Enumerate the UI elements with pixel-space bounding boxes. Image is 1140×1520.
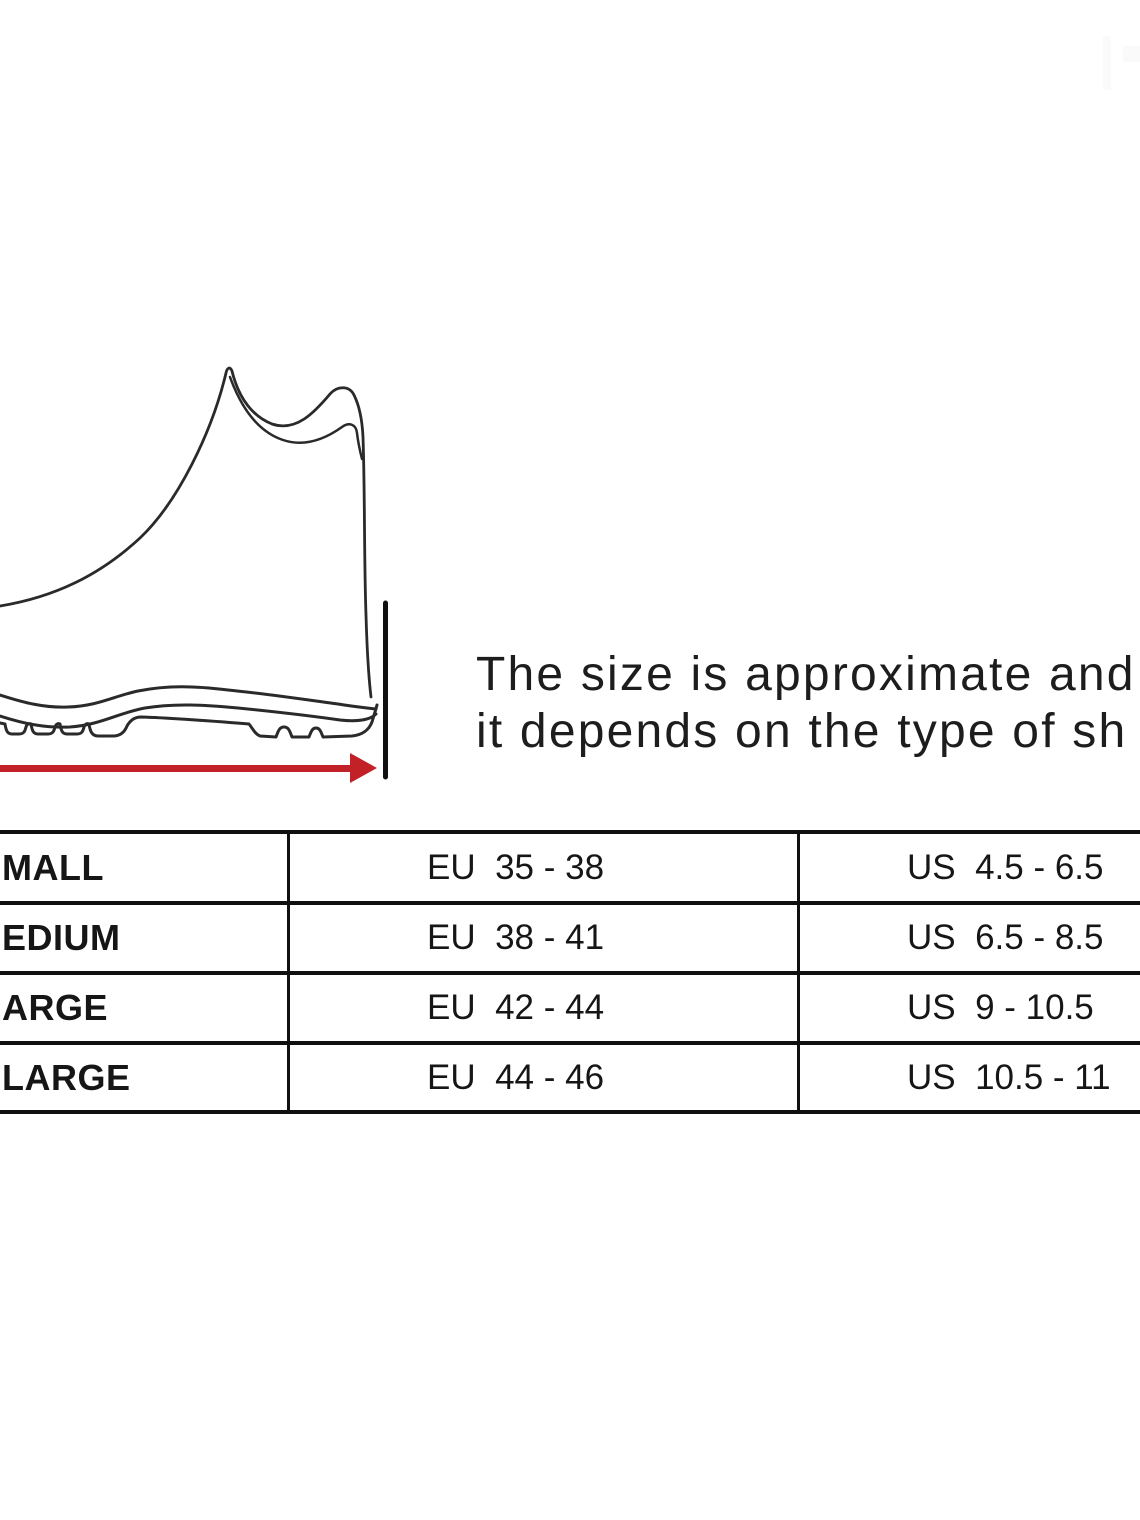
watermark-fragment-bar	[1103, 36, 1111, 90]
eu-range-xlarge: EU 44 - 46	[427, 1057, 605, 1097]
us-range-medium: US 6.5 - 8.5	[907, 918, 1104, 957]
size-label-medium: EDIUM	[2, 917, 121, 958]
boot-measurement-diagram	[0, 366, 388, 783]
table-row-divider-3	[0, 1041, 1140, 1045]
table-column-divider-2	[797, 830, 800, 1114]
table-border-bottom	[0, 1110, 1140, 1114]
size-label-xlarge: LARGE	[2, 1056, 131, 1098]
us-range-small: US 4.5 - 6.5	[907, 847, 1104, 887]
boot-outsole-tread-line	[0, 703, 379, 739]
size-label-large: ARGE	[2, 987, 109, 1028]
eu-range-small: EU 35 - 38	[427, 847, 605, 887]
size-label-small: MALL	[2, 846, 104, 888]
table-row-divider-2	[0, 971, 1140, 975]
table-row-divider-1	[0, 901, 1140, 905]
boot-sole-top-line	[0, 685, 378, 711]
boot-welt-line	[0, 703, 378, 729]
size-note-line-2: it depends on the type of sh	[476, 705, 1128, 758]
measure-length-arrow-right-icon	[0, 753, 377, 783]
watermark-fragment-square	[1123, 46, 1140, 62]
us-range-xlarge: US 10.5 - 11	[907, 1057, 1111, 1097]
eu-range-large: EU 42 - 44	[427, 988, 605, 1027]
table-border-top	[0, 830, 1140, 834]
eu-range-medium: EU 38 - 41	[427, 918, 605, 957]
size-note: The size is approximate and it depends o…	[476, 646, 1136, 760]
boot-collar-inner-line	[228, 375, 364, 461]
us-range-large: US 9 - 10.5	[907, 988, 1094, 1027]
boot-shaft-outline	[0, 366, 373, 699]
table-column-divider-1	[287, 830, 290, 1114]
size-note-line-1: The size is approximate and	[476, 648, 1136, 701]
